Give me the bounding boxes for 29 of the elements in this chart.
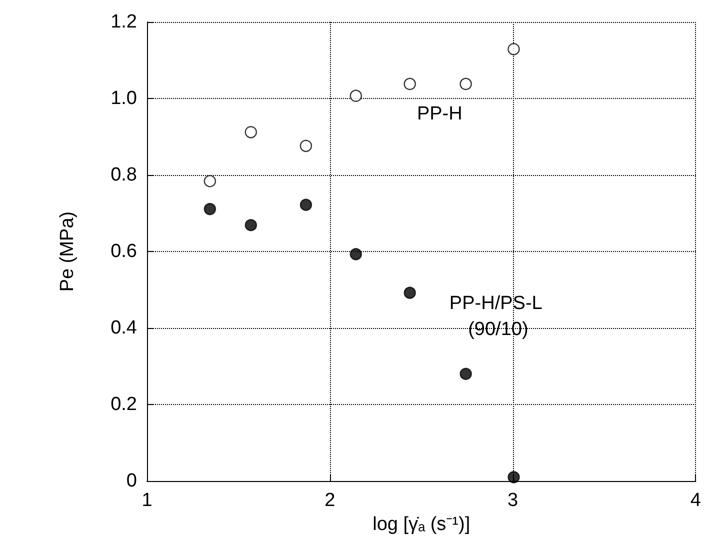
point bbox=[350, 90, 362, 102]
y-tick-label: 0.2 bbox=[110, 394, 137, 415]
y-tick-label: 1.0 bbox=[110, 88, 137, 109]
point bbox=[350, 248, 362, 260]
y-tick-label: 0.6 bbox=[110, 241, 137, 262]
y-tick-label: 0.4 bbox=[110, 318, 138, 338]
point bbox=[508, 43, 520, 56]
point bbox=[244, 219, 257, 232]
point bbox=[404, 78, 416, 90]
series-label: PP-H bbox=[416, 103, 462, 124]
point bbox=[508, 471, 520, 484]
series-label: PP-H/PS-L (90/10) bbox=[449, 293, 547, 340]
point bbox=[300, 140, 312, 152]
point bbox=[460, 368, 472, 380]
y-axis-title: Pe (MPa) bbox=[57, 211, 78, 292]
x-tick-label: 1 bbox=[142, 490, 152, 511]
y-tick-label: 1.2 bbox=[110, 12, 137, 32]
point bbox=[244, 126, 257, 138]
x-axis-title: log [γ̇ₐ (s⁻¹)] bbox=[372, 514, 470, 535]
point bbox=[204, 175, 216, 188]
point bbox=[204, 202, 216, 216]
y-tick-label: 0 bbox=[126, 470, 137, 492]
point bbox=[460, 78, 472, 90]
point bbox=[404, 286, 416, 299]
x-tick-label: 2 bbox=[324, 490, 336, 511]
x-tick-label: 4 bbox=[690, 490, 702, 511]
y-tick-label: 0.8 bbox=[110, 164, 137, 186]
x-tick-label: 3 bbox=[508, 490, 518, 511]
point bbox=[300, 198, 312, 211]
